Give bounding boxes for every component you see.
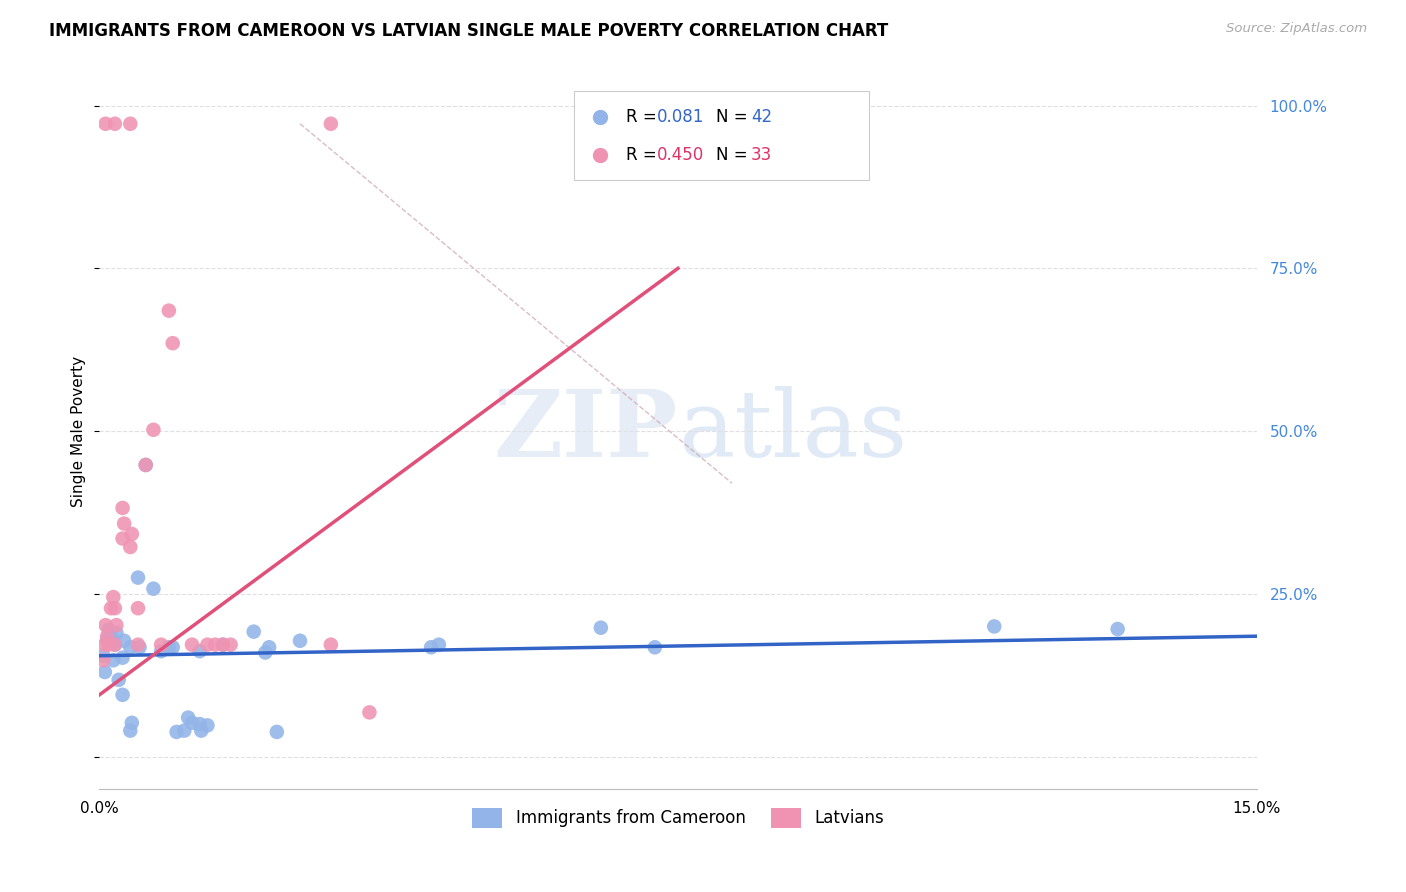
Text: 33: 33 bbox=[751, 145, 772, 163]
Point bbox=[173, 723, 195, 738]
Point bbox=[94, 638, 117, 652]
Point bbox=[112, 516, 135, 531]
Text: R =: R = bbox=[626, 145, 662, 163]
Text: ZIP: ZIP bbox=[494, 386, 678, 476]
Point bbox=[127, 601, 149, 615]
FancyBboxPatch shape bbox=[574, 91, 869, 180]
Point bbox=[242, 624, 264, 639]
Text: N =: N = bbox=[716, 145, 754, 163]
Point bbox=[150, 644, 173, 658]
Text: Source: ZipAtlas.com: Source: ZipAtlas.com bbox=[1226, 22, 1367, 36]
Point bbox=[157, 640, 180, 655]
Text: 0.450: 0.450 bbox=[657, 145, 704, 163]
Point bbox=[104, 638, 127, 652]
Point bbox=[105, 626, 128, 640]
Point bbox=[359, 706, 381, 720]
Point bbox=[121, 527, 143, 541]
Point bbox=[212, 638, 235, 652]
Point bbox=[319, 117, 342, 131]
Point bbox=[112, 633, 135, 648]
Point bbox=[1107, 622, 1129, 636]
Point bbox=[103, 590, 125, 604]
Point bbox=[319, 638, 342, 652]
Point bbox=[181, 638, 204, 652]
Point bbox=[644, 640, 666, 655]
Point bbox=[142, 423, 165, 437]
Text: IMMIGRANTS FROM CAMEROON VS LATVIAN SINGLE MALE POVERTY CORRELATION CHART: IMMIGRANTS FROM CAMEROON VS LATVIAN SING… bbox=[49, 22, 889, 40]
Point bbox=[288, 633, 311, 648]
Point bbox=[120, 540, 142, 554]
Text: 0.081: 0.081 bbox=[657, 108, 704, 126]
Point bbox=[107, 673, 129, 687]
Point bbox=[120, 117, 142, 131]
Point bbox=[197, 718, 219, 732]
Point bbox=[104, 638, 127, 652]
Text: atlas: atlas bbox=[678, 386, 907, 476]
Point bbox=[127, 571, 149, 585]
Point bbox=[120, 640, 142, 655]
Point bbox=[254, 645, 277, 659]
Point bbox=[162, 336, 184, 351]
Point bbox=[983, 619, 1005, 633]
Point bbox=[162, 640, 184, 655]
Point bbox=[589, 621, 612, 635]
Point bbox=[212, 638, 235, 652]
Point bbox=[142, 582, 165, 596]
Point bbox=[103, 653, 125, 667]
Point bbox=[96, 632, 118, 647]
Point bbox=[150, 638, 173, 652]
Point bbox=[135, 458, 157, 472]
Point bbox=[100, 629, 122, 643]
Point bbox=[188, 717, 211, 731]
Text: R =: R = bbox=[626, 108, 662, 126]
Point bbox=[91, 653, 114, 667]
Point bbox=[91, 648, 114, 663]
Point bbox=[177, 710, 200, 724]
Point bbox=[219, 638, 242, 652]
Point bbox=[96, 629, 118, 643]
Point bbox=[190, 723, 212, 738]
Point bbox=[104, 117, 127, 131]
Point bbox=[111, 532, 134, 546]
Point bbox=[135, 458, 157, 472]
Point bbox=[197, 638, 219, 652]
Point bbox=[94, 618, 117, 632]
Point bbox=[111, 500, 134, 515]
Point bbox=[120, 723, 142, 738]
Text: N =: N = bbox=[716, 108, 754, 126]
Point bbox=[94, 665, 117, 679]
Point bbox=[181, 715, 204, 730]
Point bbox=[427, 638, 450, 652]
Point bbox=[97, 638, 120, 652]
Point bbox=[97, 623, 120, 637]
Point bbox=[121, 715, 143, 730]
Point bbox=[104, 601, 127, 615]
Point bbox=[127, 638, 149, 652]
Legend: Immigrants from Cameroon, Latvians: Immigrants from Cameroon, Latvians bbox=[465, 801, 890, 835]
Text: 42: 42 bbox=[751, 108, 772, 126]
Point bbox=[100, 601, 122, 615]
Point bbox=[257, 640, 280, 655]
Point bbox=[266, 725, 288, 739]
Point bbox=[157, 303, 180, 318]
Point bbox=[111, 688, 134, 702]
Point bbox=[166, 725, 188, 739]
Point bbox=[94, 117, 117, 131]
Y-axis label: Single Male Poverty: Single Male Poverty bbox=[72, 356, 86, 507]
Point bbox=[111, 650, 134, 665]
Point bbox=[204, 638, 226, 652]
Point bbox=[105, 618, 128, 632]
Point bbox=[188, 644, 211, 658]
Point bbox=[420, 640, 443, 655]
Point bbox=[128, 640, 150, 655]
